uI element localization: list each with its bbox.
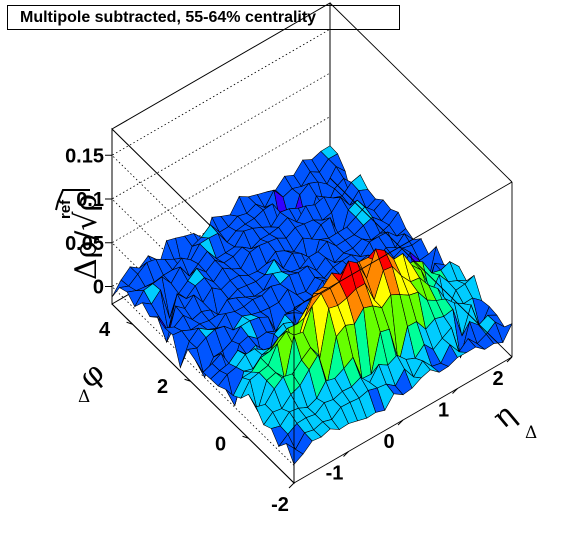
- x-axis-label-sub: Δ: [525, 423, 537, 443]
- x-tick-label: -1: [326, 463, 344, 485]
- z-tick-label: 0.1: [76, 189, 104, 211]
- y-tick-mark: [184, 378, 191, 382]
- chart-title: Multipole subtracted, 55-64% centrality: [7, 5, 400, 30]
- frame-edge: [329, 177, 513, 358]
- frame-edge: [111, 303, 295, 484]
- x-tick-mark: [506, 356, 513, 363]
- z-tick-label: 0.15: [65, 145, 104, 167]
- lego-surface: [111, 145, 513, 465]
- frame-edge: [293, 181, 513, 309]
- sqrt-bar: [55, 189, 90, 211]
- z-tick-label: 0: [93, 277, 104, 299]
- x-tick-label: 0: [383, 431, 394, 453]
- box-frame: [111, 2, 513, 484]
- y-tick-mark: [242, 435, 249, 439]
- x-tick-label: -2: [271, 494, 289, 516]
- z-axis-label-sub: ref: [57, 199, 74, 219]
- y-tick-label: 2: [157, 376, 168, 398]
- y-tick-mark: [126, 321, 133, 325]
- x-tick-mark: [452, 388, 458, 394]
- z-gridline: [111, 160, 331, 466]
- y-axis-label-sub: Δ: [78, 387, 90, 407]
- y-tick-label: 0: [215, 433, 226, 455]
- x-tick-label: 1: [438, 400, 449, 422]
- surface-cell: [494, 321, 513, 344]
- x-tick-mark: [397, 419, 404, 426]
- frame-edge: [329, 2, 513, 183]
- axis-ticks: -2 -1 0 1 2 0 2 4 0 0.05 0.1 0.15: [65, 145, 513, 516]
- x-tick-mark: [288, 482, 295, 489]
- x-tick-mark: [343, 451, 349, 457]
- x-tick-label: 2: [492, 368, 503, 390]
- z-axis-label: Δρ/√ρ: [69, 194, 104, 280]
- y-tick-label: 4: [99, 319, 111, 341]
- x-axis-label: η: [486, 397, 522, 435]
- z-tick-label: 0.05: [65, 233, 104, 255]
